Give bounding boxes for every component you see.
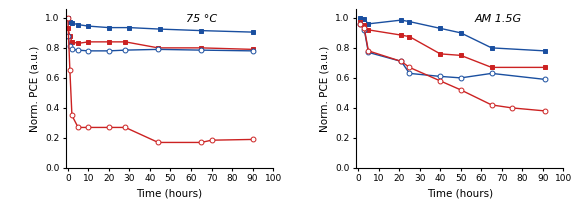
Y-axis label: Norm. PCE (a.u.): Norm. PCE (a.u.) (30, 45, 39, 131)
X-axis label: Time (hours): Time (hours) (427, 189, 493, 199)
Text: 75 °C: 75 °C (186, 14, 217, 24)
X-axis label: Time (hours): Time (hours) (136, 189, 202, 199)
Text: AM 1.5G: AM 1.5G (474, 14, 522, 24)
Y-axis label: Norm. PCE (a.u.): Norm. PCE (a.u.) (320, 45, 330, 131)
